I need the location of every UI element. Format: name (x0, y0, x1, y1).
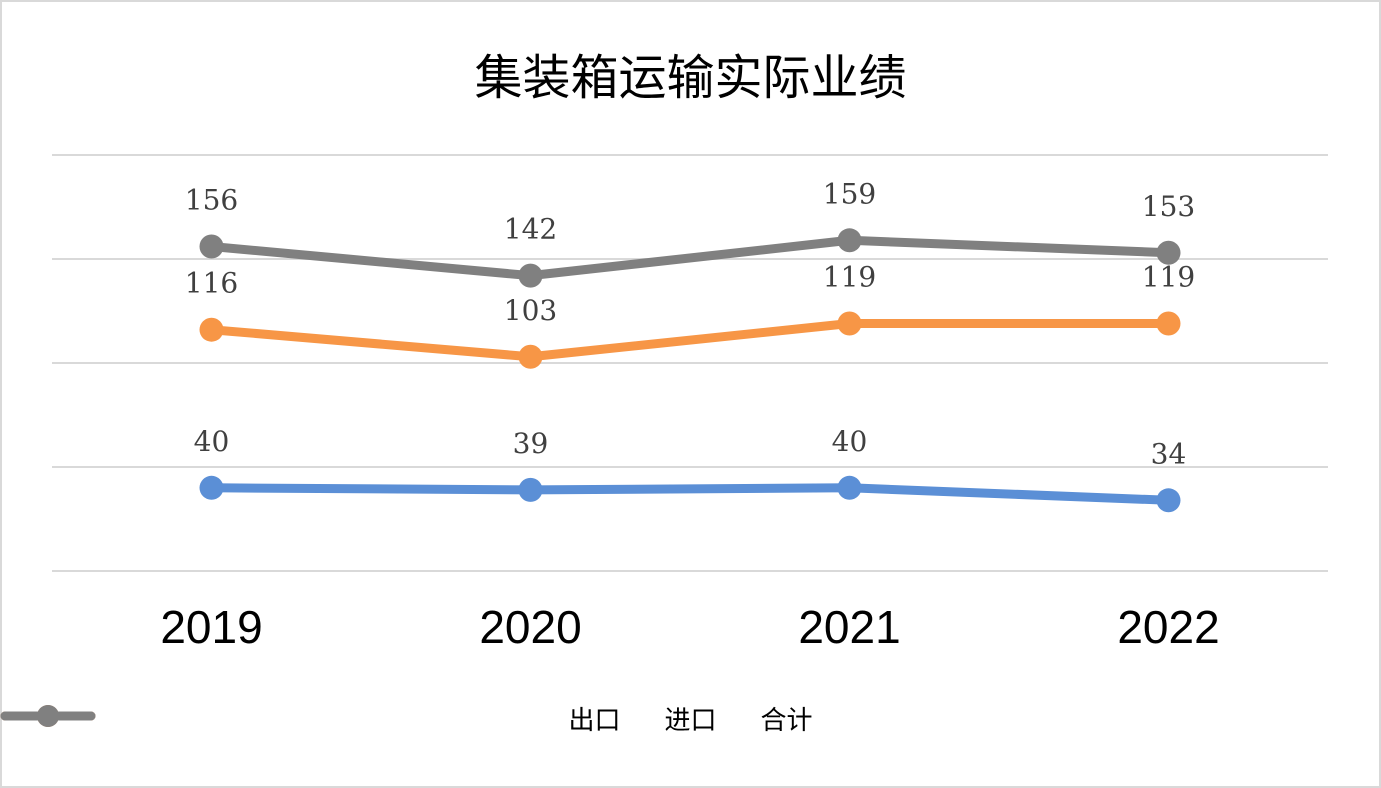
data-label: 39 (513, 427, 549, 460)
data-label: 40 (194, 425, 230, 458)
series-line-1 (207, 318, 1173, 362)
data-point (837, 475, 862, 500)
data-point (518, 344, 543, 369)
data-label: 142 (504, 213, 557, 246)
data-point (1156, 311, 1181, 336)
data-point (1156, 240, 1181, 265)
data-label: 153 (1142, 190, 1195, 223)
data-point (199, 317, 224, 342)
x-tick-label: 2019 (160, 601, 262, 653)
data-label: 40 (832, 425, 868, 458)
series-line-2 (207, 235, 1173, 281)
x-tick-label: 2020 (479, 601, 581, 653)
data-label: 34 (1151, 437, 1187, 470)
data-point (518, 263, 543, 288)
chart-legend: 出口 进口 合计 (0, 700, 1381, 737)
legend-item: 合计 (0, 700, 813, 737)
legend-label: 进口 (664, 706, 717, 736)
x-tick-label: 2022 (1117, 601, 1219, 653)
chart-title: 集装箱运输实际业绩 (474, 50, 907, 106)
data-point (518, 477, 543, 502)
legend-label: 合计 (760, 706, 813, 736)
series-line-0 (207, 483, 1173, 505)
data-point (837, 311, 862, 336)
data-label: 116 (185, 267, 238, 300)
data-label: 119 (823, 260, 876, 293)
data-label: 159 (823, 177, 876, 210)
data-label: 156 (185, 184, 238, 217)
data-point (1156, 488, 1181, 513)
data-point (199, 234, 224, 259)
data-point (837, 228, 862, 253)
x-tick-label: 2021 (798, 601, 900, 653)
legend-item: 出口 (0, 700, 621, 737)
legend-label: 出口 (568, 706, 621, 736)
legend-item: 进口 (0, 700, 717, 737)
data-point (199, 475, 224, 500)
legend-swatch (0, 705, 96, 727)
data-label: 103 (504, 294, 557, 327)
data-label: 119 (1142, 260, 1195, 293)
